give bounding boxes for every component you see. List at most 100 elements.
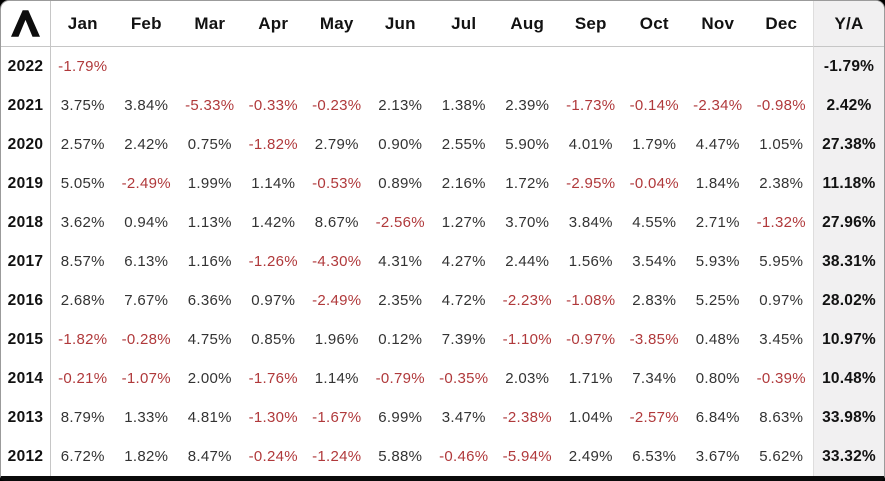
yearly-return-cell: 10.97% [813, 320, 884, 359]
return-cell: 4.27% [441, 253, 486, 270]
return-cell [305, 47, 369, 86]
return-cell: 2.39% [505, 97, 550, 114]
return-cell [369, 47, 433, 86]
brand-lambda-logo-icon [10, 10, 41, 37]
return-cell: -2.95% [566, 175, 616, 192]
return-cell: 6.99% [378, 409, 423, 426]
return-cell: -1.08% [566, 292, 616, 309]
return-cell [178, 47, 242, 86]
return-cell: 6.13% [124, 253, 169, 270]
return-cell: 0.97% [251, 292, 296, 309]
return-cell: 8.63% [759, 409, 804, 426]
return-cell: 7.39% [441, 331, 486, 348]
return-cell: 2.83% [632, 292, 677, 309]
yearly-return-cell: 11.18% [813, 164, 884, 203]
return-cell: 6.53% [632, 448, 677, 465]
return-cell [559, 47, 623, 86]
return-cell: -0.35% [439, 370, 489, 387]
return-cell: -0.79% [375, 370, 425, 387]
return-cell: 8.79% [60, 409, 105, 426]
return-cell: -4.30% [312, 253, 362, 270]
return-cell: 5.25% [695, 292, 740, 309]
return-cell: 2.44% [505, 253, 550, 270]
return-cell: -2.49% [312, 292, 362, 309]
month-header-aug: Aug [495, 1, 559, 47]
return-cell: 5.90% [505, 136, 550, 153]
return-cell: 2.13% [378, 97, 423, 114]
return-cell: 6.72% [60, 448, 105, 465]
return-cell: -1.10% [502, 331, 552, 348]
return-cell: 1.33% [124, 409, 169, 426]
return-cell: 2.71% [695, 214, 740, 231]
return-cell: 2.35% [378, 292, 423, 309]
return-cell: -1.32% [756, 214, 806, 231]
month-header-oct: Oct [622, 1, 686, 47]
return-cell: 1.04% [568, 409, 613, 426]
return-cell: 5.05% [60, 175, 105, 192]
return-cell: 0.85% [251, 331, 296, 348]
return-cell: -2.23% [502, 292, 552, 309]
yearly-return-cell: 33.98% [813, 398, 884, 437]
return-cell: 1.42% [251, 214, 296, 231]
return-cell: 0.94% [124, 214, 169, 231]
yearly-return-cell: 27.38% [813, 125, 884, 164]
month-header-mar: Mar [178, 1, 242, 47]
return-cell: 3.67% [695, 448, 740, 465]
return-cell: 4.55% [632, 214, 677, 231]
return-cell: -0.97% [566, 331, 616, 348]
return-cell: 2.38% [759, 175, 804, 192]
return-cell [750, 47, 814, 86]
return-cell: 4.47% [695, 136, 740, 153]
return-cell: -0.46% [439, 448, 489, 465]
year-label: 2014 [1, 359, 51, 398]
year-label: 2012 [1, 437, 51, 476]
return-cell: 1.71% [568, 370, 613, 387]
return-cell: -1.82% [58, 331, 108, 348]
return-cell: 2.55% [441, 136, 486, 153]
return-cell: 5.88% [378, 448, 423, 465]
return-cell: -0.14% [629, 97, 679, 114]
month-header-jun: Jun [368, 1, 432, 47]
return-cell [623, 47, 687, 86]
return-cell [496, 47, 560, 86]
month-header-may: May [305, 1, 369, 47]
month-header-jan: Jan [51, 1, 115, 47]
return-cell: -3.85% [629, 331, 679, 348]
yearly-column-header: Y/A [813, 1, 884, 47]
return-cell: -0.04% [629, 175, 679, 192]
month-header-jul: Jul [432, 1, 496, 47]
return-cell: -2.49% [121, 175, 171, 192]
logo-cell [1, 1, 51, 47]
return-cell: 3.70% [505, 214, 550, 231]
return-cell: -1.82% [248, 136, 298, 153]
return-cell: 5.93% [695, 253, 740, 270]
return-cell: -1.79% [58, 58, 108, 75]
return-cell: -5.33% [185, 97, 235, 114]
month-header-feb: Feb [114, 1, 178, 47]
return-cell: 3.45% [759, 331, 804, 348]
return-cell [242, 47, 306, 86]
return-cell: 8.47% [187, 448, 232, 465]
return-cell: -1.67% [312, 409, 362, 426]
return-cell: 6.84% [695, 409, 740, 426]
month-header-dec: Dec [749, 1, 813, 47]
return-cell: 3.75% [60, 97, 105, 114]
return-cell: 7.34% [632, 370, 677, 387]
return-cell: 3.62% [60, 214, 105, 231]
return-cell: -1.73% [566, 97, 616, 114]
return-cell: 2.00% [187, 370, 232, 387]
return-cell: 2.68% [60, 292, 105, 309]
return-cell: 1.84% [695, 175, 740, 192]
year-label: 2019 [1, 164, 51, 203]
year-label: 2022 [1, 47, 51, 86]
yearly-return-cell: -1.79% [813, 47, 884, 86]
return-cell: 2.03% [505, 370, 550, 387]
return-cell: 3.84% [124, 97, 169, 114]
yearly-return-cell: 2.42% [813, 86, 884, 125]
return-cell: -1.30% [248, 409, 298, 426]
return-cell: -0.28% [121, 331, 171, 348]
return-cell: 3.54% [632, 253, 677, 270]
return-cell: -0.98% [756, 97, 806, 114]
month-header-apr: Apr [241, 1, 305, 47]
